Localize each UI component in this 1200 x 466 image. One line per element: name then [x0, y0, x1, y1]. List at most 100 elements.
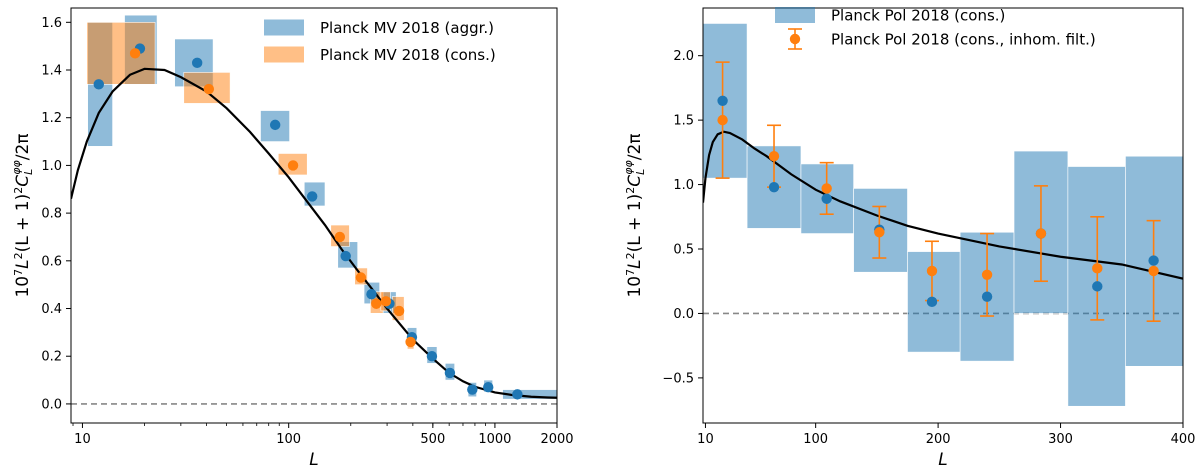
data-point-orange-3 [334, 231, 346, 243]
data-point-blue-7 [1092, 281, 1103, 292]
data-point-orange-2 [821, 183, 832, 194]
data-point-orange-0 [717, 114, 728, 126]
axes-frame [702, 7, 1184, 424]
y-tick-label-2: 0.4 [41, 302, 62, 317]
data-point-orange-8 [405, 336, 416, 348]
x-axis-label: L [309, 450, 318, 466]
x-tick-label-4: 400 [1171, 432, 1196, 447]
y-label-exp2b: 2 [624, 187, 637, 194]
data-point-blue-1 [768, 181, 780, 193]
y-label-C: C [625, 175, 645, 187]
y-label-mid: (L + 1) [13, 194, 33, 253]
panel-right: 10 100 200 300 400−0.50.00.51.01.52.0L107L2(… [622, 7, 1195, 466]
y-tick-label-2: 0.5 [673, 243, 694, 258]
x-tick-label-0: 10 [697, 432, 714, 447]
y-tick-label-4: 1.5 [673, 114, 694, 129]
data-point-orange-4 [355, 272, 367, 283]
data-point-blue-2 [821, 193, 832, 204]
data-point-blue-5 [340, 250, 351, 262]
data-point-orange-6 [380, 296, 392, 307]
data-point-blue-2 [191, 57, 203, 69]
legend-swatch-0 [775, 7, 815, 23]
y-tick-label-6: 1.2 [41, 111, 62, 126]
y-tick-label-0: 0.0 [41, 397, 62, 412]
x-tick-label-3: 300 [1048, 432, 1073, 447]
y-label-prefix: 10 [13, 276, 33, 298]
legend-label-1: Planck MV 2018 (cons.) [320, 46, 496, 64]
y-label-L1: L [625, 259, 645, 268]
x-axis-label: L [938, 450, 947, 466]
data-point-orange-1 [768, 151, 780, 162]
legend-label-1: Planck Pol 2018 (cons., inhom. filt.) [831, 31, 1096, 49]
y-tick-label-3: 0.6 [41, 254, 62, 269]
x-tick-label-3: 1000 [478, 432, 511, 447]
data-point-blue-0 [93, 79, 104, 90]
data-point-orange-5 [371, 298, 382, 309]
data-point-orange-8 [1148, 265, 1159, 277]
y-label-sub: L [22, 169, 35, 175]
legend-label-0: Planck MV 2018 (aggr.) [320, 19, 494, 37]
data-point-orange-7 [1092, 263, 1103, 274]
y-label-sub: L [634, 169, 647, 175]
y-axis-label: 107L2(L + 1)2CLφφ/2π [622, 133, 647, 297]
y-tick-label-5: 2.0 [673, 49, 694, 64]
panel-left: 10 100 500 1000 2000 0.0 0.2 0.4 0.6 0.8 1.0 1.2 1.4… [10, 7, 574, 466]
data-point-orange-0 [129, 48, 141, 59]
y-tick-label-0: −0.5 [662, 371, 694, 386]
data-point-orange-3 [874, 227, 885, 238]
x-tick-label-1: 100 [803, 432, 828, 447]
data-point-orange-4 [926, 265, 938, 277]
theory-curve [703, 130, 1183, 280]
y-label-exp7: 7 [624, 269, 637, 276]
legend-marker [789, 33, 801, 45]
data-point-blue-0 [717, 95, 728, 106]
y-label-L1: L [13, 259, 33, 268]
y-label-prefix: 10 [625, 276, 645, 298]
data-point-blue-5 [981, 291, 993, 302]
data-point-orange-7 [393, 305, 405, 317]
data-point-orange-1 [203, 83, 215, 95]
data-point-blue-13 [512, 389, 523, 400]
data-point-blue-6 [366, 289, 377, 300]
data-point-orange-5 [981, 269, 993, 280]
y-label-suffix: /2π [625, 133, 645, 160]
y-tick-label-3: 1.0 [673, 178, 694, 193]
y-label-suffix: /2π [13, 133, 33, 160]
y-label-exp7: 7 [12, 269, 25, 276]
y-label-sup: φφ [622, 160, 635, 175]
axes-frame [70, 7, 558, 424]
y-label-exp2a: 2 [624, 252, 637, 259]
y-tick-label-5: 1.0 [41, 159, 62, 174]
x-tick-label-2: 500 [420, 432, 445, 447]
y-tick-label-4: 0.8 [41, 207, 62, 222]
plot-area [71, 14, 557, 405]
x-tick-label-2: 200 [926, 432, 951, 447]
y-label-exp2b: 2 [12, 187, 25, 194]
data-point-orange-6 [1035, 228, 1047, 239]
y-tick-label-8: 1.6 [41, 16, 62, 31]
y-tick-label-7: 1.4 [41, 64, 62, 79]
data-point-blue-12 [483, 382, 494, 393]
legend-swatch-1 [264, 46, 304, 63]
x-tick-label-4: 2000 [540, 432, 573, 447]
data-point-blue-9 [426, 351, 438, 362]
legend-label-0: Planck Pol 2018 (cons.) [831, 7, 1005, 25]
x-tick-label-0: 10 [74, 432, 91, 447]
data-point-blue-4 [306, 191, 318, 202]
data-point-blue-4 [926, 296, 938, 308]
y-label-mid: (L + 1) [625, 194, 645, 253]
y-tick-label-1: 0.2 [41, 350, 62, 365]
y-label-exp2a: 2 [12, 252, 25, 259]
x-tick-label-1: 100 [276, 432, 301, 447]
y-label-C: C [13, 175, 33, 187]
plot-area [703, 23, 1183, 407]
data-point-blue-11 [467, 384, 478, 395]
legend-swatch-0 [264, 19, 304, 36]
theory-curve [71, 67, 557, 399]
y-label-sup: φφ [10, 160, 23, 175]
y-axis-label: 107L2(L + 1)2CLφφ/2π [10, 133, 35, 297]
data-point-blue-8 [1148, 255, 1159, 266]
data-point-blue-3 [269, 119, 281, 131]
data-point-orange-2 [287, 160, 299, 171]
